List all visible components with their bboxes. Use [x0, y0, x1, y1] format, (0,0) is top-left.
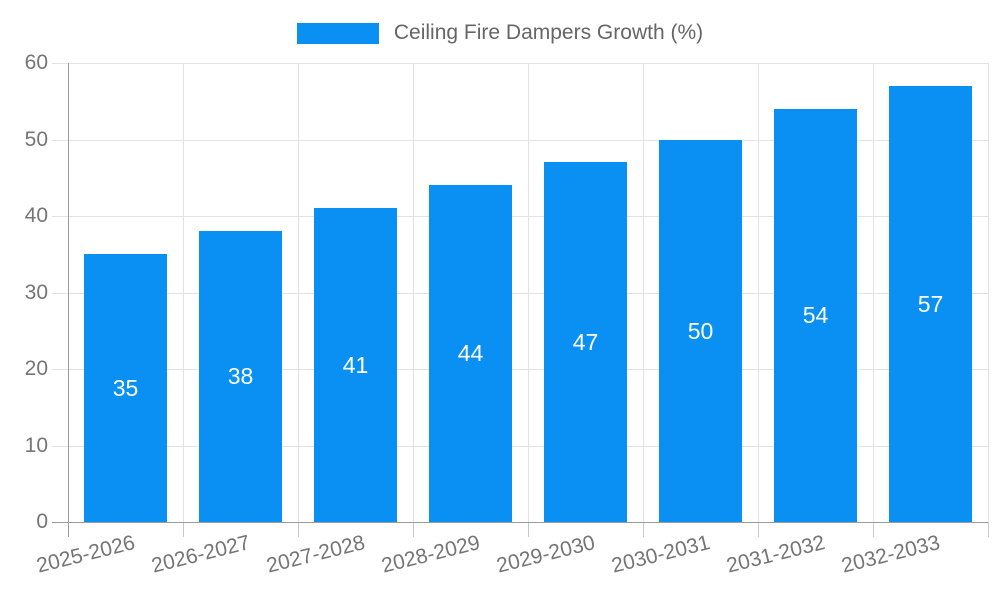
x-gridline — [873, 63, 874, 522]
bar-value-label: 35 — [112, 374, 139, 401]
bar-value-label: 54 — [802, 302, 829, 328]
x-gridline — [758, 63, 759, 522]
bar-value-label: 57 — [917, 290, 944, 317]
x-axis-tick — [528, 522, 529, 537]
bar-value-label: 41 — [342, 351, 369, 378]
legend[interactable]: Ceiling Fire Dampers Growth (%) — [0, 18, 1000, 48]
x-axis-tick — [643, 522, 644, 537]
y-gridline — [52, 445, 988, 447]
legend-swatch-icon — [296, 22, 379, 44]
y-axis-tick-label: 60 — [24, 51, 48, 74]
y-gridline — [52, 63, 988, 64]
bar-value-label: 38 — [227, 363, 254, 389]
x-gridline — [643, 63, 644, 522]
bar-2026-2027[interactable]: 38 — [199, 231, 282, 522]
x-axis-tick — [298, 522, 299, 537]
bar-2027-2028[interactable]: 41 — [314, 208, 397, 522]
x-gridline — [988, 63, 989, 522]
bar-2029-2030[interactable]: 47 — [544, 162, 627, 522]
bar-2028-2029[interactable]: 44 — [429, 185, 512, 522]
x-gridline — [413, 63, 414, 522]
x-axis-tick — [873, 522, 874, 537]
bar-2032-2033[interactable]: 57 — [889, 86, 972, 522]
bar-value-label: 50 — [687, 318, 714, 344]
x-gridline — [183, 63, 184, 522]
y-axis-tick-label: 30 — [24, 280, 48, 304]
y-gridline — [52, 139, 988, 141]
legend-label: Ceiling Fire Dampers Growth (%) — [393, 21, 704, 44]
y-gridline — [52, 216, 988, 217]
bar-value-label: 44 — [457, 340, 484, 366]
x-gridline — [298, 63, 299, 522]
plot-area: 35 38 41 44 47 50 54 57 — [52, 63, 989, 537]
y-gridline — [52, 369, 988, 370]
bar-2031-2032[interactable]: 54 — [774, 109, 857, 522]
y-gridline — [52, 292, 988, 294]
y-axis-tick-label: 20 — [24, 357, 48, 380]
x-axis-tick — [183, 522, 184, 537]
x-axis-tick — [758, 522, 759, 537]
x-axis-line — [52, 522, 988, 523]
y-axis-tick-label: 50 — [24, 127, 48, 151]
x-gridline — [528, 63, 529, 522]
bar-2025-2026[interactable]: 35 — [84, 254, 167, 522]
x-axis-tick — [413, 522, 414, 537]
y-axis-tick-label: 40 — [24, 204, 48, 227]
y-axis-tick-label: 0 — [36, 510, 48, 533]
y-axis-line — [68, 63, 69, 537]
bar-2030-2031[interactable]: 50 — [659, 140, 742, 523]
x-axis-tick — [988, 522, 989, 537]
bar-value-label: 47 — [572, 328, 599, 355]
y-axis-tick-label: 10 — [24, 433, 48, 457]
